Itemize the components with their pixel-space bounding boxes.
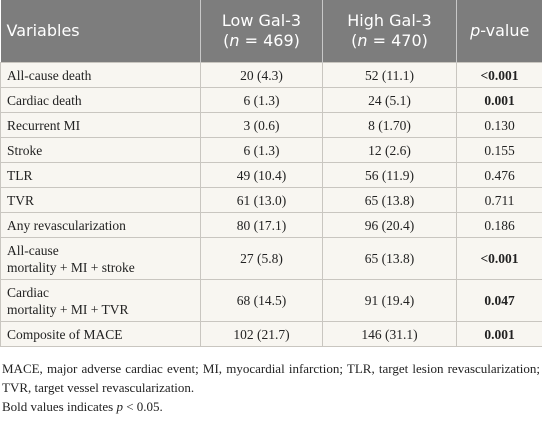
- header-text: n: [357, 31, 368, 50]
- variable-cell: All-cause death: [0, 62, 201, 88]
- header-text: High Gal-3: [347, 11, 432, 30]
- p-value-cell: 0.130: [456, 112, 542, 138]
- high-gal3-cell: 12 (2.6): [322, 137, 457, 163]
- variable-cell: Stroke: [0, 137, 201, 163]
- p-value-cell: 0.001: [456, 87, 542, 113]
- footnote-text: Bold values indicates: [2, 399, 117, 414]
- low-gal3-cell: 6 (1.3): [200, 137, 323, 163]
- footnote-text: p: [116, 399, 123, 414]
- header-text: -value: [480, 21, 530, 40]
- variable-cell: TLR: [0, 162, 201, 188]
- high-gal3-cell: 56 (11.9): [322, 162, 457, 188]
- table-row: Composite of MACE 102 (21.7) 146 (31.1) 0.0…: [0, 321, 542, 347]
- variable-cell: Recurrent MI: [0, 112, 201, 138]
- low-gal3-cell: 80 (17.1): [200, 212, 323, 238]
- table-row: TVR 61 (13.0) 65 (13.8) 0.711: [0, 187, 542, 213]
- high-gal3-cell: 146 (31.1): [322, 321, 457, 347]
- p-value-cell: 0.047: [456, 279, 542, 322]
- table-row: All-cause mortality + MI + stroke 27 (5.8…: [0, 237, 542, 280]
- table-row: Cardiac mortality + MI + TVR 68 (14.5) 91 …: [0, 279, 542, 322]
- variable-cell: Any revascularization: [0, 212, 201, 238]
- low-gal3-cell: 27 (5.8): [200, 237, 323, 280]
- low-gal3-cell: 68 (14.5): [200, 279, 323, 322]
- results-table: Variables Low Gal-3 (n = 469) High Gal-3(…: [0, 0, 542, 347]
- header-cell: p-value: [456, 0, 542, 63]
- high-gal3-cell: 8 (1.70): [322, 112, 457, 138]
- header-cell: Low Gal-3 (n = 469): [200, 0, 323, 63]
- header-text: p: [470, 21, 481, 40]
- table-row: Recurrent MI 3 (0.6) 8 (1.70) 0.130: [0, 112, 542, 138]
- footnote: MACE, major adverse cardiac event; MI, m…: [2, 361, 540, 395]
- header-row: Variables Low Gal-3 (n = 469) High Gal-3(…: [0, 0, 542, 63]
- table-row: Any revascularization 80 (17.1) 96 (20.4) 0…: [0, 212, 542, 238]
- p-value-cell: 0.711: [456, 187, 542, 213]
- variable-cell: Composite of MACE: [0, 321, 201, 347]
- header-text: n: [229, 31, 240, 50]
- high-gal3-cell: 65 (13.8): [322, 237, 457, 280]
- footnote-text: < 0.05.: [122, 399, 163, 414]
- high-gal3-cell: 52 (11.1): [322, 62, 457, 88]
- variable-cell: Cardiac mortality + MI + TVR: [0, 279, 201, 322]
- low-gal3-cell: 20 (4.3): [200, 62, 323, 88]
- high-gal3-cell: 24 (5.1): [322, 87, 457, 113]
- p-value-cell: 0.476: [456, 162, 542, 188]
- table-row: All-cause death 20 (4.3) 52 (11.1) <0.001: [0, 62, 542, 88]
- p-value-cell: <0.001: [456, 62, 542, 88]
- high-gal3-cell: 91 (19.4): [322, 279, 457, 322]
- high-gal3-cell: 96 (20.4): [322, 212, 457, 238]
- low-gal3-cell: 49 (10.4): [200, 162, 323, 188]
- variable-cell: TVR: [0, 187, 201, 213]
- header-cell: High Gal-3 (n = 470): [322, 0, 457, 63]
- header-cell: Variables: [0, 0, 201, 63]
- p-value-cell: 0.186: [456, 212, 542, 238]
- header-text: Variables: [6, 21, 80, 40]
- header-text: (: [351, 31, 358, 50]
- p-value-cell: 0.001: [456, 321, 542, 347]
- header-text: (: [223, 31, 230, 50]
- header-text: Low Gal-3: [221, 11, 302, 30]
- table-row: TLR 49 (10.4) 56 (11.9) 0.476: [0, 162, 542, 188]
- table-body: All-cause death 20 (4.3) 52 (11.1) <0.001 Ca…: [0, 62, 542, 347]
- table-row: Cardiac death 6 (1.3) 24 (5.1) 0.001: [0, 87, 542, 113]
- low-gal3-cell: 3 (0.6): [200, 112, 323, 138]
- variable-cell: All-cause mortality + MI + stroke: [0, 237, 201, 280]
- variable-cell: Cardiac death: [0, 87, 201, 113]
- low-gal3-cell: 102 (21.7): [200, 321, 323, 347]
- high-gal3-cell: 65 (13.8): [322, 187, 457, 213]
- header-text: = 469): [239, 31, 300, 50]
- low-gal3-cell: 61 (13.0): [200, 187, 323, 213]
- p-value-cell: <0.001: [456, 237, 542, 280]
- footnote: Bold values indicates p < 0.05.: [2, 399, 540, 415]
- p-value-cell: 0.155: [456, 137, 542, 163]
- header-text: = 470): [367, 31, 428, 50]
- table-row: Stroke 6 (1.3) 12 (2.6) 0.155: [0, 137, 542, 163]
- low-gal3-cell: 6 (1.3): [200, 87, 323, 113]
